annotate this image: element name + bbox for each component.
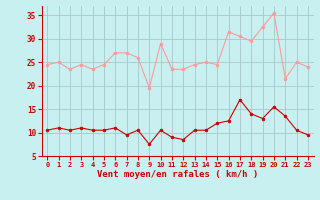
X-axis label: Vent moyen/en rafales ( km/h ): Vent moyen/en rafales ( km/h ) <box>97 170 258 179</box>
